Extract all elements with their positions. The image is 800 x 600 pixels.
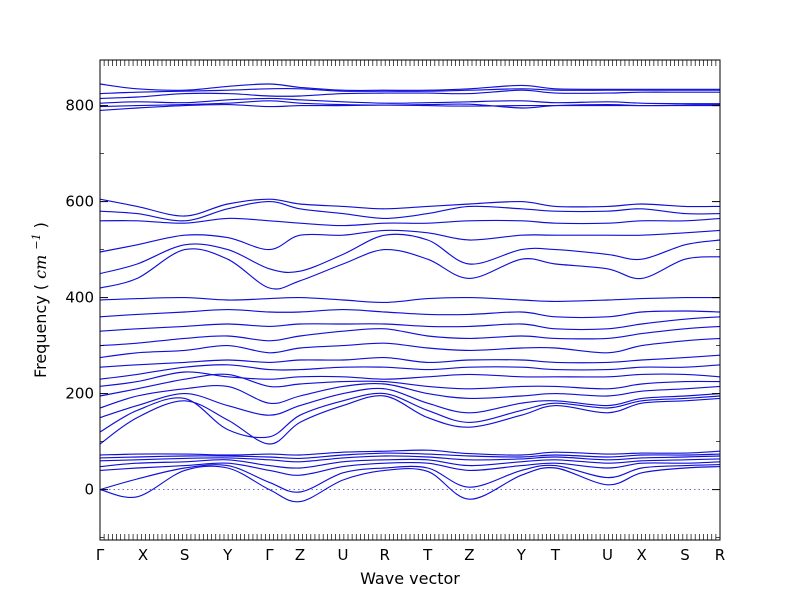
band-line-optic-high-1 bbox=[99, 248, 721, 290]
band-line-optic-mid-10 bbox=[99, 325, 721, 347]
band-line-acoustic-low-5 bbox=[99, 455, 721, 463]
x-tick-label-14: S bbox=[680, 546, 690, 564]
x-tick-label-7: R bbox=[379, 546, 389, 564]
x-tick-label-8: T bbox=[422, 546, 433, 564]
band-line-optic-top-3 bbox=[99, 97, 721, 105]
y-axis-label-unit: cm bbox=[31, 255, 50, 279]
x-axis-label: Wave vector bbox=[360, 569, 460, 588]
y-tick-label-600: 600 bbox=[65, 193, 94, 211]
y-axis-label-open: ( bbox=[31, 284, 50, 290]
band-line-optic-mid-2 bbox=[99, 392, 721, 439]
band-line-optic-mid-11 bbox=[99, 316, 721, 332]
band-line-acoustic-low-2 bbox=[99, 464, 721, 493]
x-tick-label-1: X bbox=[138, 546, 148, 564]
band-line-optic-mid-1 bbox=[99, 395, 721, 445]
x-tick-label-2: S bbox=[180, 546, 190, 564]
x-tick-label-15: R bbox=[715, 546, 725, 564]
band-line-optic-high-3 bbox=[99, 229, 721, 253]
x-tick-label-11: T bbox=[550, 546, 561, 564]
x-tick-label-0: Γ bbox=[96, 546, 105, 564]
band-line-acoustic-low-3 bbox=[99, 461, 721, 476]
y-tick-label-800: 800 bbox=[65, 97, 94, 115]
x-tick-label-6: U bbox=[337, 546, 348, 564]
x-tick-label-4: Γ bbox=[265, 546, 274, 564]
y-tick-label-0: 0 bbox=[84, 481, 94, 499]
band-line-optic-top-5 bbox=[99, 87, 720, 95]
y-axis-label-close: ) bbox=[31, 222, 50, 228]
band-line-optic-mid-9 bbox=[99, 337, 721, 359]
band-line-acoustic-low-1 bbox=[99, 465, 721, 503]
x-tick-label-12: U bbox=[602, 546, 613, 564]
band-line-optic-high-2 bbox=[99, 233, 721, 275]
band-line-optic-mid-3 bbox=[99, 387, 721, 419]
y-axis-label-text: Frequency bbox=[31, 295, 50, 378]
x-tick-label-5: Z bbox=[295, 546, 305, 564]
band-line-acoustic-low-6 bbox=[99, 452, 721, 460]
band-lines bbox=[99, 83, 721, 503]
y-tick-label-400: 400 bbox=[65, 289, 94, 307]
x-tick-label-13: X bbox=[637, 546, 647, 564]
band-line-optic-mid-6 bbox=[99, 371, 721, 387]
band-line-optic-mid-4 bbox=[99, 383, 721, 409]
band-line-optic-mid-5 bbox=[99, 373, 721, 397]
plot-area bbox=[99, 59, 721, 541]
axes-frame bbox=[99, 59, 721, 541]
y-tick-label-200: 200 bbox=[65, 385, 94, 403]
band-line-optic-high-6 bbox=[99, 198, 721, 217]
y-axis-label: Frequency ( cm −1 ) bbox=[25, 222, 50, 378]
band-line-optic-mid-12 bbox=[99, 309, 721, 318]
x-ticks bbox=[99, 60, 721, 540]
band-line-optic-mid-8 bbox=[99, 354, 721, 368]
x-tick-label-9: Z bbox=[464, 546, 474, 564]
band-line-optic-high-5 bbox=[99, 201, 721, 222]
band-line-acoustic-low-4 bbox=[99, 458, 721, 469]
band-line-optic-top-4 bbox=[99, 89, 720, 99]
band-line-optic-high-4 bbox=[99, 217, 721, 227]
band-line-acoustic-low-7 bbox=[99, 449, 721, 456]
y-axis-label-unit-exponent: −1 bbox=[30, 233, 43, 249]
y-ticks bbox=[100, 105, 720, 538]
band-line-optic-top-2 bbox=[99, 100, 721, 109]
x-tick-label-3: Y bbox=[222, 546, 233, 564]
band-line-optic-mid-7 bbox=[99, 364, 721, 380]
x-tick-label-10: Y bbox=[516, 546, 527, 564]
band-line-optic-mid-13 bbox=[99, 296, 721, 303]
band-line-optic-top-6 bbox=[99, 83, 720, 91]
y-tick-labels: 0 200 400 600 800 bbox=[65, 97, 94, 499]
